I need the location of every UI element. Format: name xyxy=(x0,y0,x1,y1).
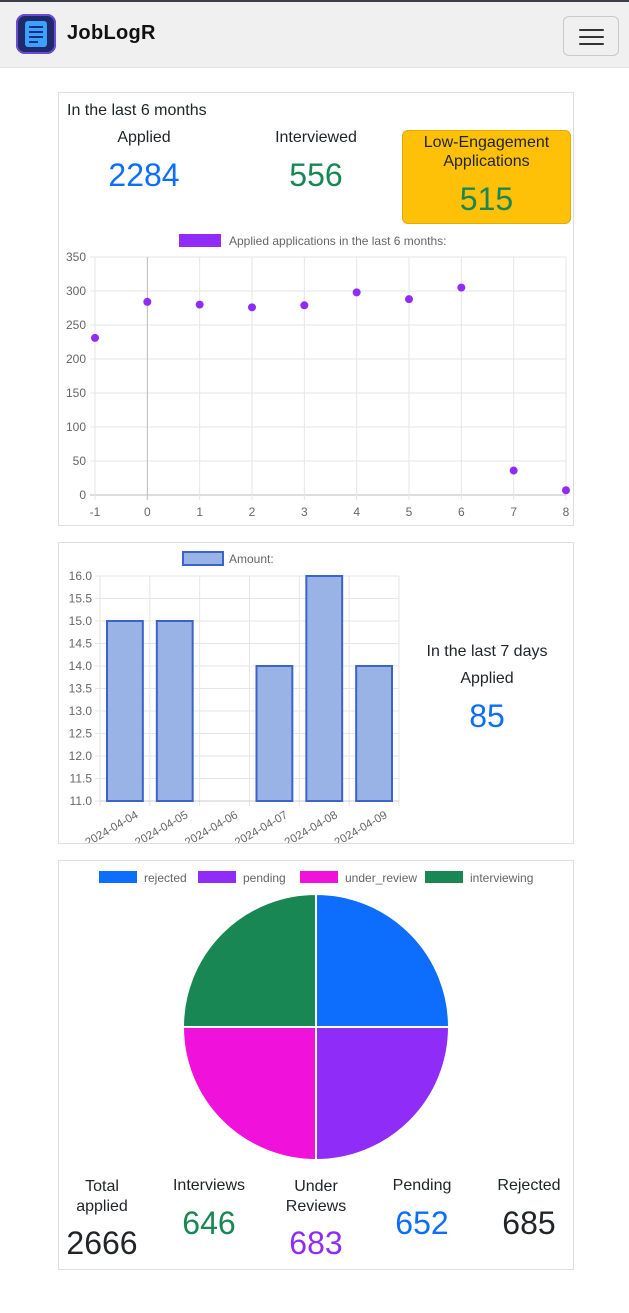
scatter-xtick-label: -1 xyxy=(90,505,101,519)
applied-scatter-chart: Applied applications in the last 6 month… xyxy=(66,234,570,519)
scatter-xtick-label: 5 xyxy=(406,505,413,519)
navbar: JobLogR xyxy=(0,2,629,68)
bar-2024-04-04 xyxy=(106,620,144,802)
pie-legend-swatch-rejected xyxy=(99,871,137,883)
scatter-legend-swatch xyxy=(179,234,221,247)
bar-ytick-label: 15.0 xyxy=(69,614,93,628)
scatter-ytick-label: 200 xyxy=(66,352,86,366)
pie-legend-label: under_review xyxy=(345,871,417,885)
app-logo-icon[interactable] xyxy=(16,14,56,54)
pie-legend-label: pending xyxy=(243,871,286,885)
seven-day-heading: In the last 7 days xyxy=(426,643,548,660)
scatter-point xyxy=(91,333,99,342)
scatter-ytick-label: 350 xyxy=(66,250,86,264)
seven-day-applied-label: Applied xyxy=(460,670,514,687)
bar-legend-label: Amount: xyxy=(229,552,274,566)
applied-label: Applied xyxy=(117,129,171,146)
pie-legend-label: rejected xyxy=(144,871,187,885)
scatter-point xyxy=(352,288,361,297)
scatter-xtick-label: 1 xyxy=(196,505,203,519)
under-reviews-value: 683 xyxy=(289,1225,343,1261)
rejected-value: 685 xyxy=(502,1205,556,1241)
seven-day-card: Amount: 11.0 11.5 12.0 12.5 13.0 13.5 14.0 14.5 1… xyxy=(58,542,574,844)
bar-2024-04-09 xyxy=(355,665,393,802)
scatter-ytick-label: 50 xyxy=(73,454,87,468)
scatter-xtick-label: 4 xyxy=(353,505,360,519)
scatter-point xyxy=(143,297,152,306)
pie-slice-interviewing xyxy=(181,892,317,1028)
pie-legend-swatch-under_review xyxy=(300,871,338,883)
bar-xtick-label: 2024-04-08 xyxy=(283,809,340,843)
bar-2024-04-05 xyxy=(155,620,194,802)
scatter-ytick-label: 250 xyxy=(66,318,86,332)
bar-2024-04-08 xyxy=(305,575,344,802)
low-engagement-box: Low-Engagement Applications 515 xyxy=(402,130,571,224)
scatter-point xyxy=(300,301,309,310)
bar-ytick-label: 15.5 xyxy=(69,592,93,606)
scatter-xtick-label: 0 xyxy=(144,505,151,519)
scatter-point xyxy=(457,283,466,292)
total-applied-label: Total applied xyxy=(76,1178,128,1215)
pie-legend-swatch-pending xyxy=(198,871,236,883)
interviews-value: 646 xyxy=(182,1205,236,1241)
bar-xtick-label: 2024-04-04 xyxy=(83,809,140,843)
scatter-ytick-label: 100 xyxy=(66,420,86,434)
bar-xtick-label: 2024-04-05 xyxy=(133,809,190,843)
pie-legend-swatch-interviewing xyxy=(425,871,463,883)
pending-label: Pending xyxy=(392,1177,452,1194)
status-card: rejected pending under_review interviewing … xyxy=(58,860,574,1270)
scatter-ytick-label: 150 xyxy=(66,386,86,400)
rejected-label: Rejected xyxy=(497,1177,561,1194)
bar-ytick-label: 11.0 xyxy=(70,794,93,808)
under-reviews-label: Under Reviews xyxy=(285,1178,347,1215)
total-applied-value: 2666 xyxy=(66,1225,138,1261)
bar-xtick-label: 2024-04-09 xyxy=(333,809,390,843)
scatter-ytick-label: 0 xyxy=(79,488,86,502)
scatter-xtick-label: 7 xyxy=(510,505,517,519)
scatter-xtick-label: 8 xyxy=(563,505,570,519)
six-month-heading: In the last 6 months xyxy=(67,102,207,119)
applied-value: 2284 xyxy=(108,157,180,193)
bar-ytick-label: 13.0 xyxy=(69,704,93,718)
scatter-point xyxy=(562,486,570,495)
bar-xtick-label: 2024-04-06 xyxy=(183,809,240,843)
menu-toggle-button[interactable] xyxy=(563,16,619,56)
scatter-point xyxy=(509,466,518,475)
daily-bar-chart: Amount: 11.0 11.5 12.0 12.5 13.0 13.5 14.0 14.5 1… xyxy=(69,551,400,843)
bar-ytick-label: 13.5 xyxy=(69,682,93,696)
six-month-card: In the last 6 months Applied 2284 Interv… xyxy=(58,92,574,526)
bar-legend-swatch xyxy=(182,551,224,566)
seven-day-applied-value: 85 xyxy=(469,698,505,734)
bar-ytick-label: 14.5 xyxy=(69,637,93,651)
scatter-point xyxy=(248,303,256,312)
interviewed-label: Interviewed xyxy=(275,129,357,146)
app-brand[interactable]: JobLogR xyxy=(67,22,156,44)
hamburger-icon xyxy=(579,29,604,31)
scatter-xtick-label: 6 xyxy=(458,505,465,519)
bar-ytick-label: 16.0 xyxy=(69,569,93,583)
window-top-edge xyxy=(0,0,629,2)
status-pie-chart: rejected pending under_review interviewing xyxy=(99,871,533,1162)
bar-ytick-label: 14.0 xyxy=(69,659,93,673)
interviews-label: Interviews xyxy=(172,1177,246,1194)
scatter-point xyxy=(405,295,413,304)
bar-ytick-label: 11.5 xyxy=(70,772,93,786)
low-engagement-value: 515 xyxy=(459,181,514,217)
bar-ytick-label: 12.5 xyxy=(69,727,93,741)
pie-legend-label: interviewing xyxy=(470,871,533,885)
bar-ytick-label: 12.0 xyxy=(69,749,93,763)
scatter-xtick-label: 2 xyxy=(249,505,256,519)
bar-xtick-label: 2024-04-07 xyxy=(233,809,290,843)
scatter-xtick-label: 3 xyxy=(301,505,308,519)
bar-2024-04-07 xyxy=(255,665,294,802)
pending-value: 652 xyxy=(395,1205,449,1241)
pie-slice-pending xyxy=(315,1026,451,1162)
pie-slice-under_review xyxy=(181,1026,317,1162)
interviewed-value: 556 xyxy=(289,157,343,193)
scatter-point xyxy=(195,300,204,309)
scatter-ytick-label: 300 xyxy=(66,284,86,298)
low-engagement-label: Low-Engagement Applications xyxy=(423,134,550,170)
pie-slice-rejected xyxy=(315,892,451,1028)
scatter-legend-label: Applied applications in the last 6 month… xyxy=(229,234,446,248)
